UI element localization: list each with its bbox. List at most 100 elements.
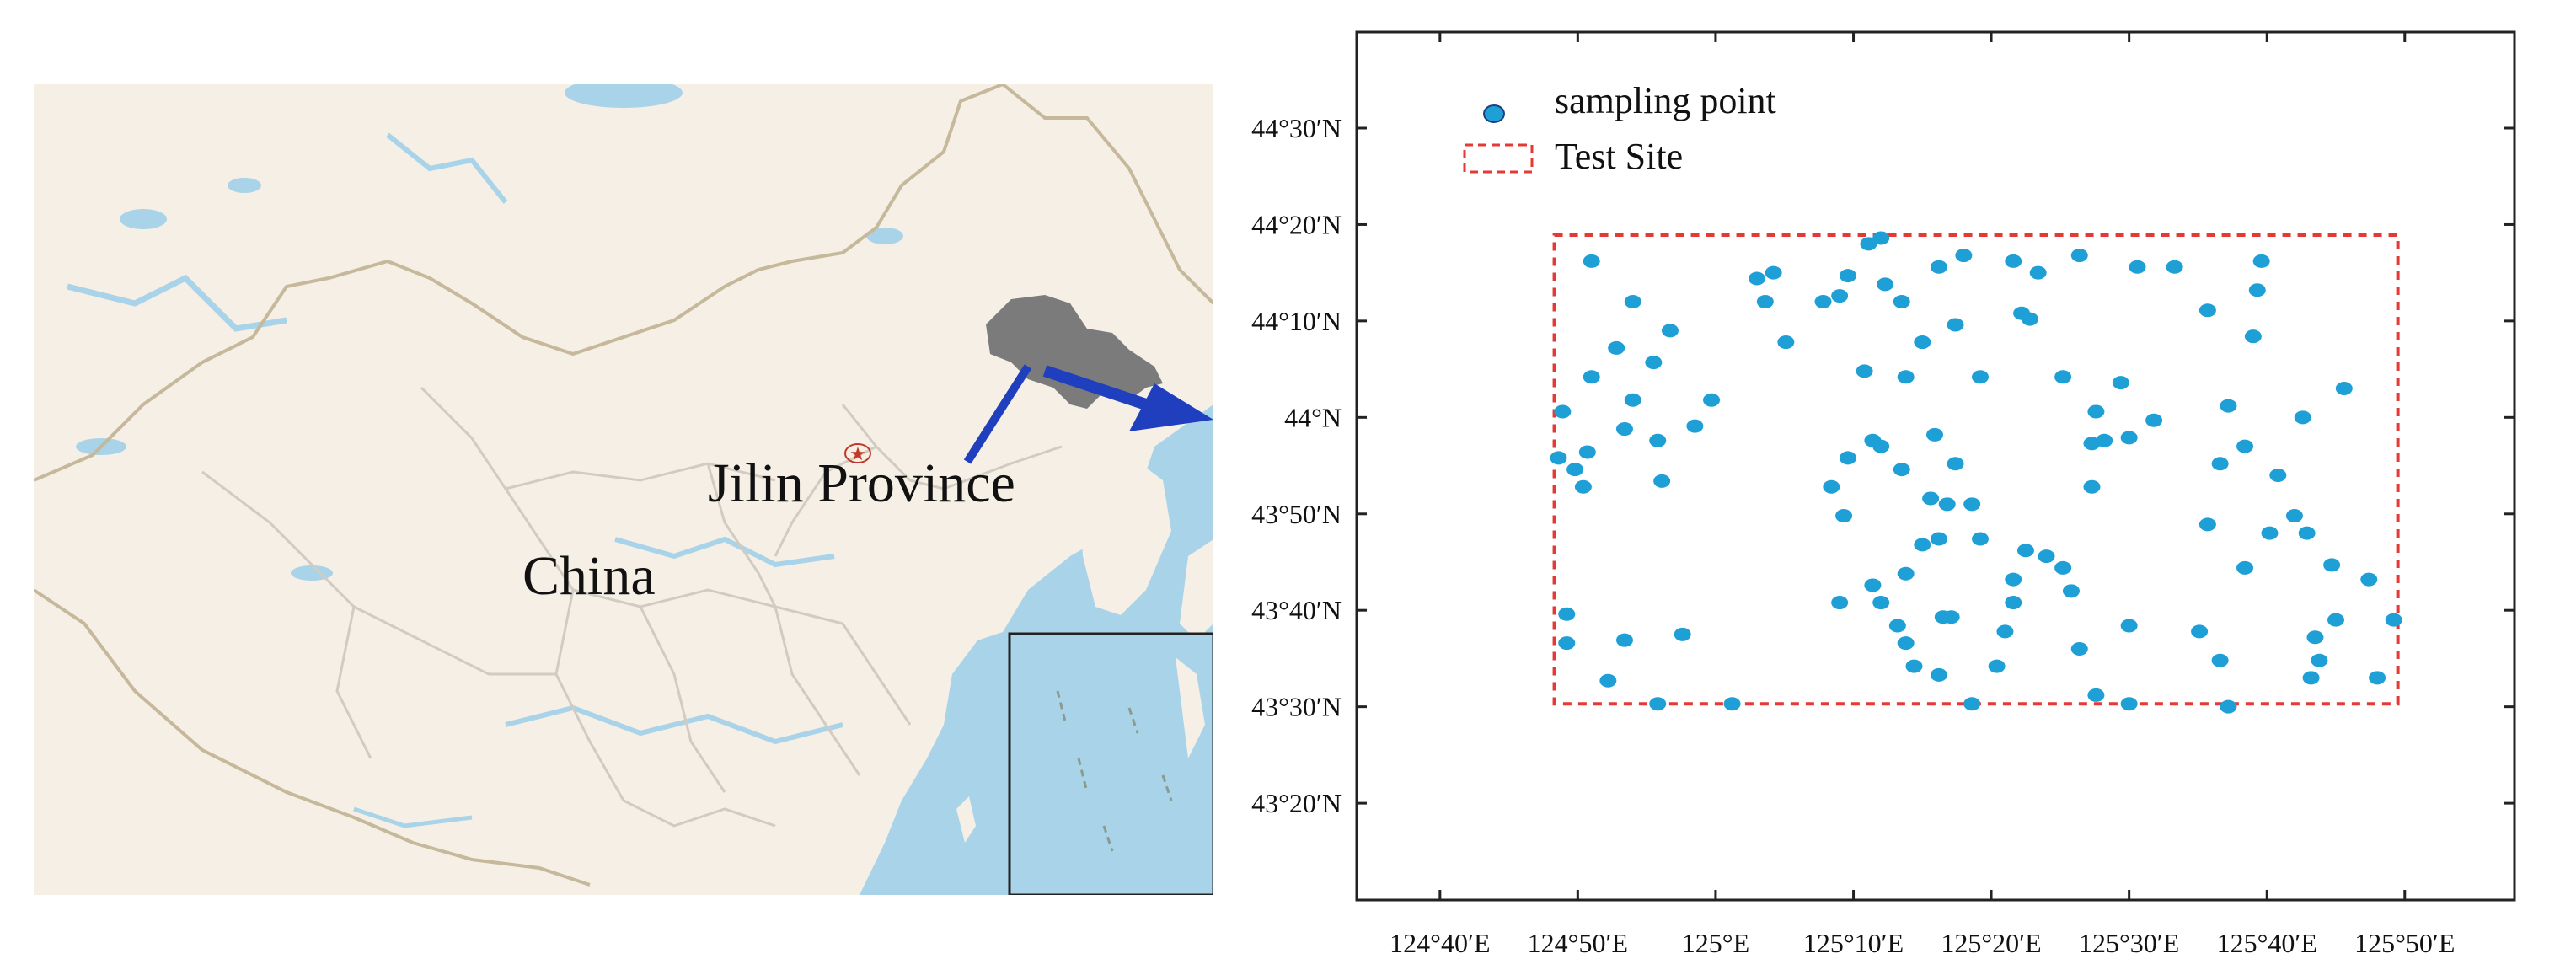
sampling-point <box>2261 526 2279 540</box>
sampling-point <box>1864 578 1882 592</box>
x-tick-label: 124°50′E <box>1528 928 1628 958</box>
y-tick-label: 44°N <box>1284 402 1342 432</box>
sampling-point <box>2335 381 2353 395</box>
sampling-point <box>1558 636 1576 651</box>
sampling-point <box>2244 329 2262 344</box>
y-tick-label: 43°20′N <box>1251 788 1342 818</box>
sampling-point <box>1550 451 1567 465</box>
sampling-point <box>2385 613 2402 627</box>
arrow-to-province <box>963 364 1213 464</box>
sampling-point <box>1942 610 1960 624</box>
sampling-point <box>1645 356 1663 370</box>
sampling-point <box>2198 517 2216 532</box>
sampling-point <box>1599 673 1617 688</box>
sampling-point <box>2120 619 2138 633</box>
sampling-point <box>1823 479 1840 494</box>
lake <box>866 228 903 244</box>
axis-ticks: 124°40′E 124°50′E 125°E 125°10′E 125°20′E 125… <box>1251 32 2514 958</box>
sampling-point <box>1860 237 1877 251</box>
legend: sampling point Test Site <box>1463 80 1776 177</box>
country-border <box>33 82 1215 482</box>
sampling-point <box>1930 667 1947 682</box>
lake <box>120 209 167 229</box>
sampling-point <box>1674 627 1691 641</box>
peninsula <box>1079 455 1171 615</box>
sampling-point <box>1893 463 1910 477</box>
sampling-point <box>2252 254 2270 268</box>
sampling-point <box>1566 463 1584 477</box>
x-tick-label: 125°30′E <box>2079 928 2179 958</box>
sampling-point <box>1554 404 1572 419</box>
sampling-point <box>2120 697 2138 711</box>
x-tick-label: 125°40′E <box>2217 928 2317 958</box>
sampling-point <box>1930 260 1947 274</box>
sampling-point <box>1955 249 1973 263</box>
sampling-point <box>1914 335 1931 350</box>
country-border <box>32 588 591 887</box>
y-tick-label: 43°30′N <box>1251 692 1342 722</box>
sampling-point <box>2285 509 2303 523</box>
location-map: ★ Jilin Province China <box>32 78 1215 897</box>
sampling-point <box>1583 254 1600 268</box>
province-label: Jilin Province <box>708 453 1015 514</box>
sampling-point <box>1963 497 1981 512</box>
y-tick-label: 44°10′N <box>1251 306 1342 336</box>
sampling-point <box>2070 641 2088 656</box>
river <box>614 536 835 568</box>
sampling-point <box>1615 422 1633 437</box>
legend-marker-test-site <box>1463 143 1534 174</box>
sampling-point <box>1558 607 1576 621</box>
sampling-point <box>2005 596 2022 610</box>
sampling-point <box>1922 491 1940 506</box>
x-tick-label: 124°40′E <box>1390 928 1490 958</box>
legend-marker-sampling <box>1483 104 1505 123</box>
sampling-point <box>1749 271 1766 286</box>
y-tick-label: 43°40′N <box>1251 595 1342 625</box>
river <box>505 704 843 745</box>
sampling-point <box>1947 457 1964 471</box>
sampling-point <box>1653 474 1671 488</box>
y-tick-label: 43°50′N <box>1251 499 1342 529</box>
sampling-point <box>1624 294 1641 308</box>
jilin-province-highlight <box>986 295 1163 409</box>
sampling-point <box>1703 393 1721 407</box>
sampling-point <box>1831 596 1849 610</box>
sampling-point <box>1839 269 1856 283</box>
sampling-point <box>1872 596 1890 610</box>
sampling-point <box>1756 294 1774 308</box>
sampling-point <box>2070 249 2088 263</box>
sampling-point <box>1839 451 1856 465</box>
sampling-point <box>1897 636 1915 651</box>
sampling-point <box>2248 283 2266 297</box>
sampling-point <box>1926 427 1944 442</box>
sampling-point <box>2083 479 2101 494</box>
sampling-points <box>1550 231 2402 714</box>
sampling-point <box>2211 653 2229 667</box>
y-tick-label: 44°30′N <box>1251 113 1342 143</box>
sampling-point <box>2029 265 2047 280</box>
sampling-point <box>1574 479 1592 494</box>
lake <box>228 178 261 193</box>
plot-area <box>1355 30 2516 902</box>
sampling-point <box>1971 532 1989 546</box>
river <box>353 806 473 828</box>
sampling-point <box>2129 260 2146 274</box>
river <box>386 132 508 204</box>
inset-box <box>1008 632 1215 897</box>
sampling-point <box>2302 671 2320 685</box>
legend-label-sampling: sampling point <box>1555 80 1776 121</box>
sampling-point <box>1996 624 2014 639</box>
sampling-point <box>1578 445 1596 459</box>
sampling-point <box>1971 370 1989 384</box>
sampling-point <box>1914 538 1931 552</box>
sampling-point <box>2062 584 2080 598</box>
sampling-point <box>2087 404 2105 419</box>
sampling-point <box>2191 624 2209 639</box>
sampling-point <box>1723 697 1741 711</box>
legend-label-test-site: Test Site <box>1555 136 1683 177</box>
sampling-point <box>1835 509 1853 523</box>
sampling-point <box>2054 370 2072 384</box>
x-tick-label: 125°20′E <box>1941 928 2041 958</box>
country-label: China <box>522 545 656 607</box>
